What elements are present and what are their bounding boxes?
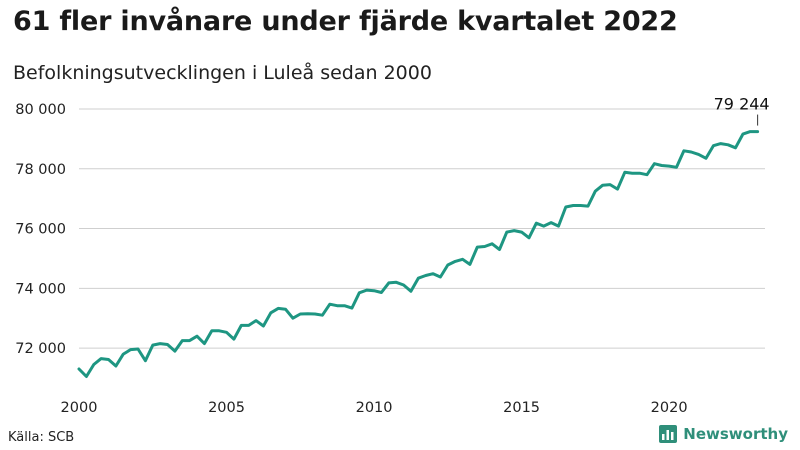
y-tick-label: 78 000 bbox=[15, 162, 66, 178]
brand-name: Newsworthy bbox=[683, 425, 788, 443]
x-tick-label: 2015 bbox=[503, 400, 540, 416]
y-tick-label: 72 000 bbox=[15, 341, 66, 357]
x-tick-label: 2020 bbox=[651, 400, 688, 416]
gridlines bbox=[79, 108, 765, 349]
chart-subtitle: Befolkningsutvecklingen i Luleå sedan 20… bbox=[13, 62, 432, 84]
x-tick-label: 2000 bbox=[61, 400, 98, 416]
bar-chart-logo-icon bbox=[659, 425, 678, 443]
x-tick-label: 2010 bbox=[356, 400, 393, 416]
x-tick-label: 2005 bbox=[208, 400, 245, 416]
annotation-label: 79 244 bbox=[714, 95, 770, 114]
y-tick-label: 80 000 bbox=[15, 102, 66, 118]
x-axis-ticks: 2000 2005 2010 2015 2020 bbox=[61, 400, 688, 416]
y-tick-label: 74 000 bbox=[15, 281, 66, 297]
chart-title: 61 fler invånare under fjärde kvartalet … bbox=[13, 6, 678, 37]
annotations: 79 244 bbox=[714, 95, 770, 126]
series-line bbox=[77, 130, 760, 378]
y-axis-ticks: 72 000 74 000 76 000 78 000 80 000 bbox=[15, 102, 66, 357]
brand-logo: Newsworthy bbox=[659, 425, 788, 443]
source-note: Källa: SCB bbox=[8, 430, 75, 445]
y-tick-label: 76 000 bbox=[15, 222, 66, 238]
